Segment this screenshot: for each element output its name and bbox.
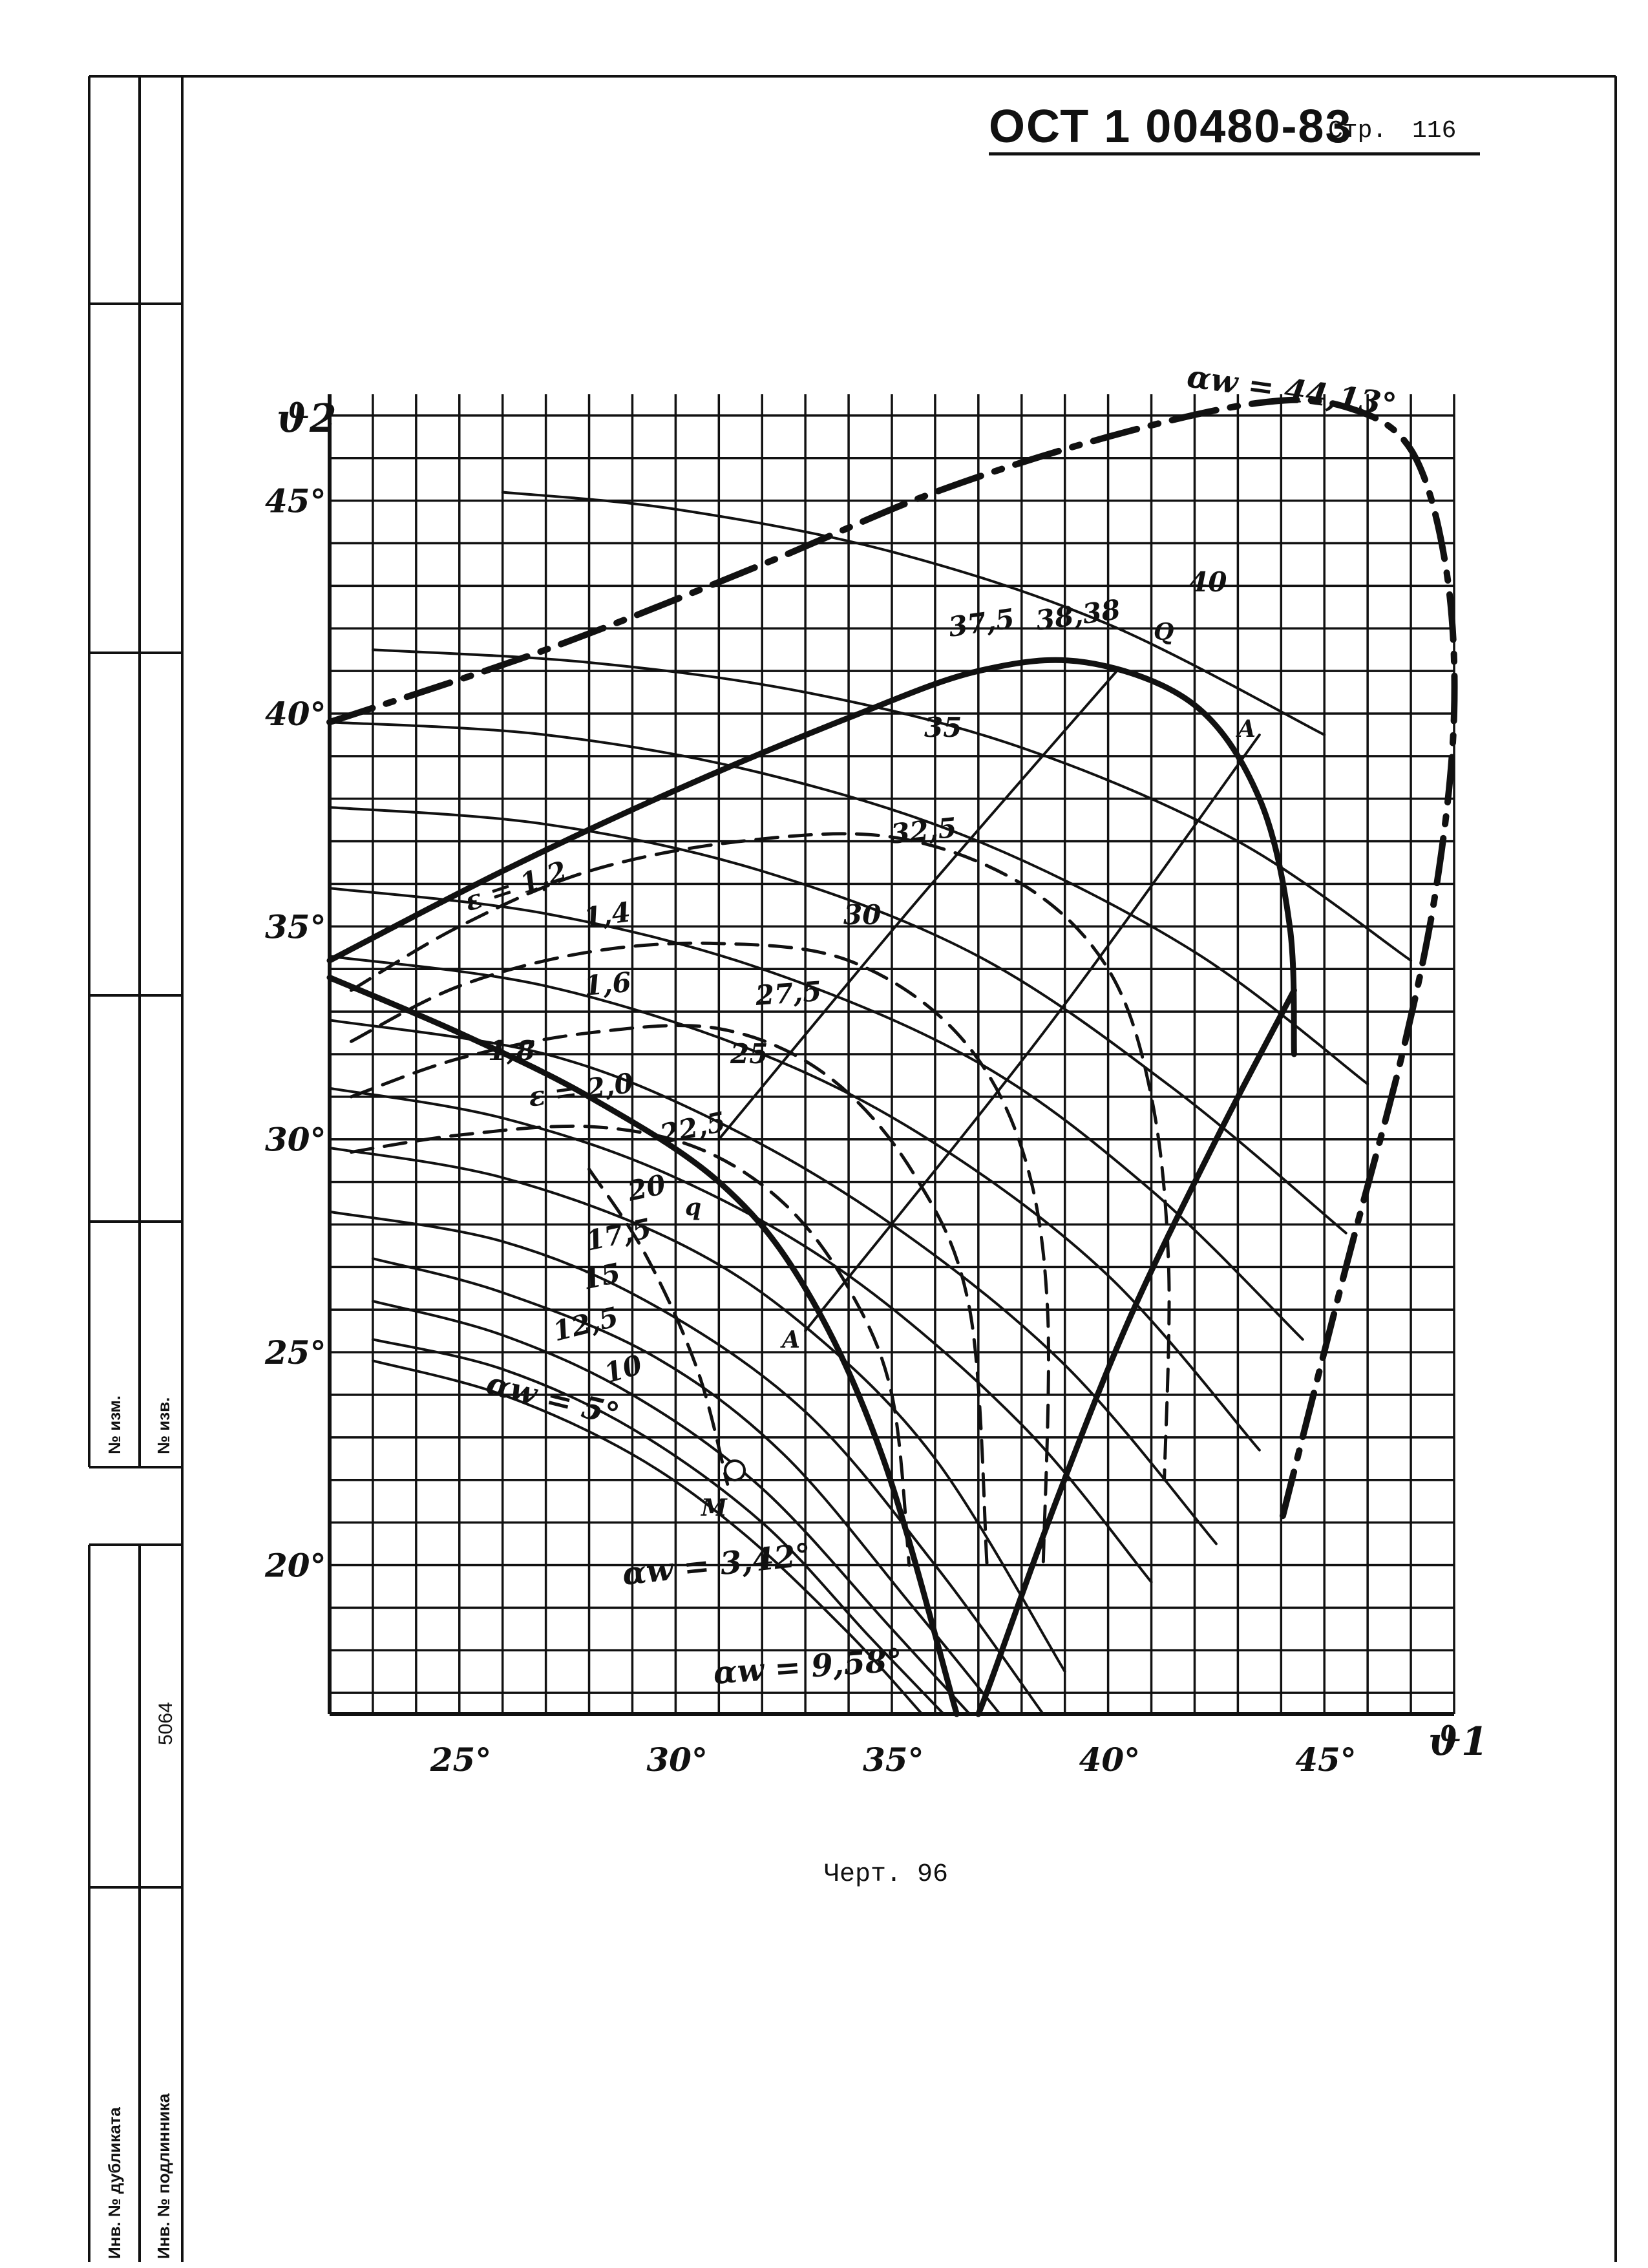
stamp-original-label: Инв. № подлинника <box>154 2093 173 2259</box>
document-frame <box>89 75 1617 2262</box>
series-curve <box>349 941 1050 1567</box>
series-curve <box>326 396 1458 1526</box>
curve-label-20: 20 <box>624 1169 668 1207</box>
point-label-A-lower: A <box>780 1326 800 1353</box>
page-header: ОСТ 1 00480-83 Стр. 116 <box>989 101 1480 156</box>
series-curve <box>804 733 1261 1333</box>
point-label-Q: Q <box>1154 619 1174 646</box>
x-tick-label: 45° <box>1295 1741 1357 1779</box>
x-tick-label: 25° <box>430 1741 492 1779</box>
series-curve <box>349 1124 911 1567</box>
side-stamp: № изм. № изв. 5064 Инв. № дубликата Инв.… <box>88 76 182 2262</box>
figure-caption: Черт. 96 <box>824 1860 948 1889</box>
epsilon-label-1-8: 1,8 <box>488 1035 535 1066</box>
y-tick-label: 30° <box>265 1121 326 1159</box>
series-curve <box>349 832 1171 1482</box>
curve-label-27-5: 27,5 <box>754 975 822 1012</box>
curve-label-30: 30 <box>843 899 881 931</box>
series-curve <box>328 805 1347 1235</box>
curve-label-10: 10 <box>600 1348 646 1389</box>
page-number: 116 <box>1412 117 1456 145</box>
series-curve <box>371 1257 1002 1715</box>
y-tick-label: 25° <box>264 1333 326 1372</box>
point-label-M: M <box>700 1494 728 1521</box>
curve-label-32-5: 32,5 <box>889 812 958 850</box>
series-curve <box>328 1146 1066 1673</box>
series-curve <box>975 987 1297 1717</box>
annotation-alpha-5: αw = 5° <box>483 1365 623 1433</box>
curve-label-37-5: 37,5 <box>947 602 1017 643</box>
curve-label-15: 15 <box>580 1257 623 1296</box>
chart-grid <box>328 394 1455 1716</box>
point-label-q: q <box>685 1194 701 1221</box>
x-tick-label: 30° <box>646 1741 708 1779</box>
stamp-inventory-value: 5064 <box>155 1702 176 1745</box>
x-axis-label: ϑ1 <box>1428 1719 1488 1765</box>
series-curve <box>371 1359 924 1715</box>
x-tick-label: 35° <box>863 1741 924 1779</box>
curve-label-12-5: 12,5 <box>550 1300 622 1347</box>
y-tick-label: 20° <box>264 1546 326 1584</box>
chart-series <box>326 396 1458 1717</box>
series-curve <box>371 648 1413 962</box>
series-curve <box>371 1300 971 1715</box>
series-curve <box>717 670 1118 1141</box>
series-curve <box>326 974 960 1717</box>
series-curve <box>501 491 1326 736</box>
axis-ticks: 25° 30° 35° 40° 45° 20° 25° 30° 35° 40° 45° <box>264 482 1357 1779</box>
series-curve <box>328 1210 1045 1715</box>
y-axis-label: ϑ2 <box>277 396 337 441</box>
annotation-alpha-3-42: αw = 3,42° <box>620 1537 812 1593</box>
epsilon-label-1-6: 1,6 <box>583 966 633 1002</box>
series-curve <box>328 887 1304 1341</box>
series-curve <box>328 1086 1153 1584</box>
y-tick-label: 40° <box>265 695 326 733</box>
curve-label-22-5: 22,5 <box>657 1106 728 1150</box>
curve-label-25: 25 <box>730 1038 768 1070</box>
chart: 25° 30° 35° 40° 45°20°25°30°35°40°45° ϑ2 ϑ1 … <box>264 358 1488 1779</box>
curve-label-40: 40 <box>1189 566 1227 598</box>
series-curve <box>328 955 1261 1452</box>
point-label-A-upper: A <box>1236 715 1256 743</box>
series-curve <box>328 721 1369 1086</box>
series-curve <box>349 1024 989 1567</box>
epsilon-label-1-4: 1,4 <box>582 896 633 934</box>
y-tick-label: 35° <box>265 907 326 946</box>
document-number: ОСТ 1 00480-83 <box>989 101 1353 153</box>
y-tick-label: 45° <box>265 482 326 520</box>
series-curve <box>587 1167 730 1486</box>
annotation-alpha-44-13: αw = 44,13° <box>1185 358 1399 423</box>
curve-label-17-5: 17,5 <box>583 1213 654 1257</box>
series-curve <box>326 657 1297 1057</box>
series-curve <box>371 1338 945 1715</box>
series-curve <box>328 1019 1218 1545</box>
page-label: Стр. <box>1328 117 1387 145</box>
point-marker-M <box>724 1459 746 1481</box>
stamp-change-no-label: № изм. <box>105 1395 124 1454</box>
stamp-notice-no-label: № изв. <box>154 1397 173 1454</box>
stamp-duplicate-label: Инв. № дубликата <box>105 2107 124 2259</box>
x-tick-label: 40° <box>1079 1741 1141 1779</box>
curve-label-35: 35 <box>924 712 962 743</box>
